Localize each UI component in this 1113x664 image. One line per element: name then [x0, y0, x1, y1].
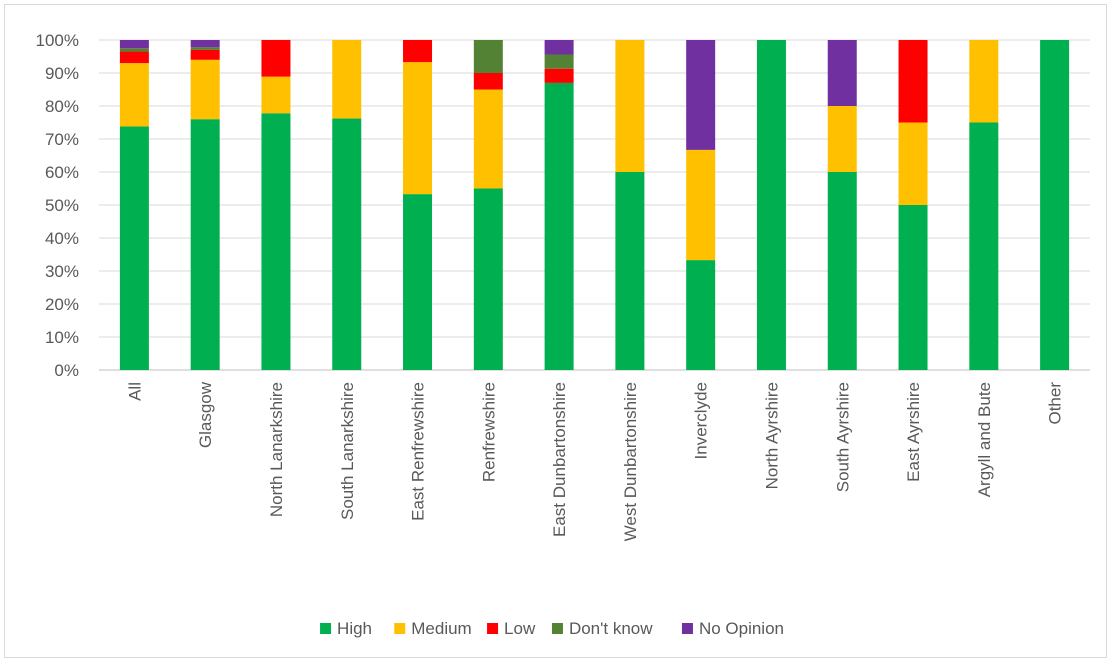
bar-segment	[686, 260, 716, 370]
legend-swatch	[394, 623, 406, 634]
gridlines	[99, 39, 1090, 371]
bar-segment	[969, 122, 999, 370]
x-axis-ticks: All Glasgow North Lanarkshire South Lanarks…	[125, 381, 1064, 541]
y-tick-label: 100%	[36, 31, 79, 50]
bar-segment	[332, 118, 362, 370]
legend: High Medium Low Don't know No Opinion	[320, 619, 784, 638]
y-tick-label: 10%	[45, 328, 79, 347]
bar-segment	[544, 82, 574, 371]
x-tick-label: East Dunbartonshire	[550, 382, 569, 537]
bar-segment	[119, 63, 149, 127]
bar-segment	[686, 40, 716, 150]
x-tick-label: North Lanarkshire	[267, 382, 286, 517]
bars	[119, 40, 1070, 371]
bar-segment	[190, 119, 220, 370]
bar-segment	[190, 47, 220, 50]
bar-segment	[756, 40, 786, 370]
bar-segment	[473, 40, 503, 73]
bar-segment	[615, 40, 645, 172]
bar-segment	[119, 126, 149, 371]
bar-segment	[190, 40, 220, 48]
bar-segment	[332, 40, 362, 119]
x-tick-label: Argyll and Bute	[975, 382, 994, 497]
y-tick-label: 50%	[45, 196, 79, 215]
bar-segment	[898, 205, 928, 370]
x-tick-label: South Ayrshire	[833, 382, 852, 492]
bar-segment	[473, 73, 503, 90]
bar-segment	[403, 194, 433, 370]
x-tick-label: Renfrewshire	[479, 382, 498, 482]
bar-segment	[261, 113, 291, 370]
bar-segment	[544, 40, 574, 55]
legend-label: High	[337, 619, 372, 638]
bar-segment	[827, 106, 857, 172]
legend-label: Don't know	[569, 619, 653, 638]
bar-segment	[261, 76, 291, 114]
legend-swatch	[487, 623, 499, 634]
bar-segment	[403, 62, 433, 195]
x-tick-label: All	[125, 382, 144, 401]
bar-segment	[261, 40, 291, 77]
legend-label: No Opinion	[699, 619, 784, 638]
legend-label: Medium	[411, 619, 471, 638]
bar-segment	[1040, 40, 1070, 370]
y-axis-ticks: 0% 10% 20% 30% 40% 50% 60% 70% 80% 90% 100%	[36, 31, 79, 380]
bar-segment	[969, 40, 999, 123]
x-tick-label: East Ayrshire	[904, 382, 923, 482]
bar-segment	[898, 122, 928, 205]
y-tick-label: 20%	[45, 295, 79, 314]
bar-segment	[119, 48, 149, 52]
y-tick-label: 90%	[45, 64, 79, 83]
y-tick-label: 30%	[45, 262, 79, 281]
x-tick-label: East Renfrewshire	[409, 382, 428, 521]
y-tick-label: 60%	[45, 163, 79, 182]
y-tick-label: 40%	[45, 229, 79, 248]
bar-segment	[190, 49, 220, 60]
bar-segment	[898, 40, 928, 123]
bar-segment	[544, 68, 574, 83]
bar-segment	[190, 59, 220, 120]
bar-segment	[119, 40, 149, 49]
bar-segment	[544, 54, 574, 69]
bar-segment	[473, 89, 503, 189]
x-tick-label: North Ayrshire	[762, 382, 781, 489]
bar-segment	[615, 172, 645, 370]
bar-segment	[403, 40, 433, 63]
x-tick-label: Glasgow	[196, 381, 215, 448]
bar-segment	[473, 188, 503, 370]
bar-segment	[827, 40, 857, 106]
legend-swatch	[551, 623, 563, 634]
x-tick-label: South Lanarkshire	[338, 382, 357, 520]
y-tick-label: 70%	[45, 130, 79, 149]
legend-label: Low	[504, 619, 536, 638]
bar-segment	[827, 172, 857, 370]
y-tick-label: 80%	[45, 97, 79, 116]
bar-segment	[119, 51, 149, 64]
legend-swatch	[681, 623, 693, 634]
x-tick-label: West Dunbartonshire	[621, 382, 640, 541]
y-tick-label: 0%	[54, 361, 79, 380]
legend-swatch	[320, 623, 332, 634]
x-tick-label: Other	[1046, 382, 1065, 425]
x-tick-label: Inverclyde	[692, 382, 711, 459]
bar-segment	[686, 149, 716, 261]
